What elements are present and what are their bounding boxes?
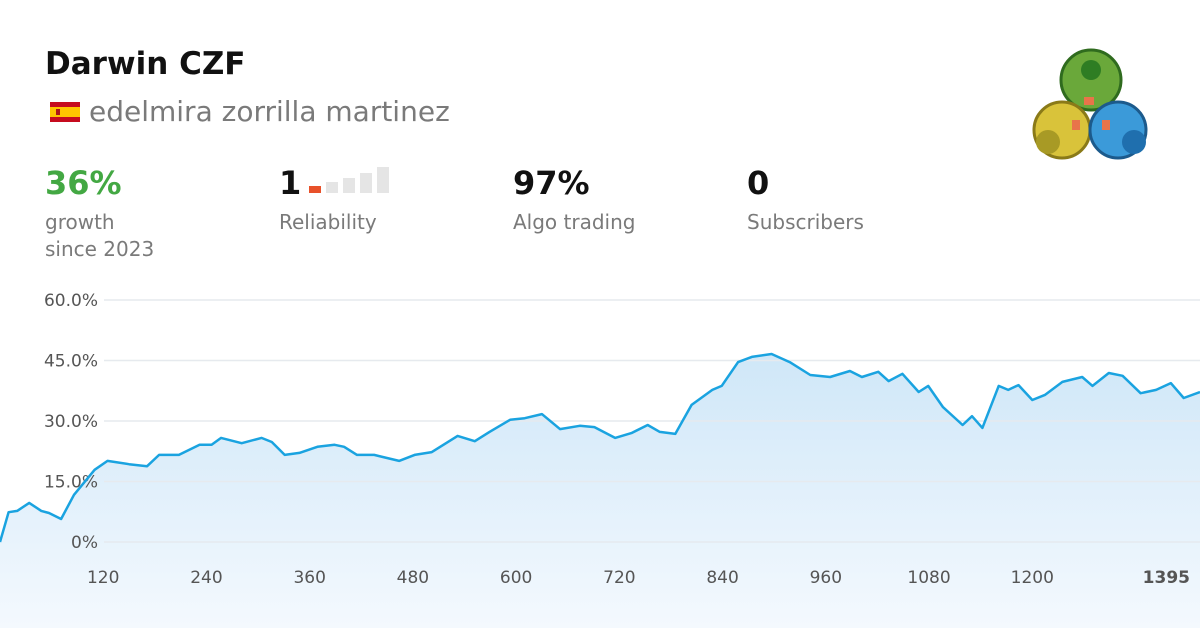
- reliability-bars: [309, 167, 389, 193]
- stat-value: 97%: [513, 164, 590, 202]
- x-tick-label: 120: [87, 568, 119, 588]
- y-tick-label: 60.0%: [44, 291, 98, 311]
- x-tick-label: 840: [706, 568, 738, 588]
- stat-value: 0: [747, 164, 769, 202]
- stat-label: since 2023: [45, 237, 154, 261]
- x-tick-label: 960: [810, 568, 842, 588]
- logo: [1032, 48, 1148, 160]
- stat-label: Reliability: [279, 210, 377, 234]
- x-tick-label: 1395: [1143, 568, 1190, 588]
- line: [0, 352, 1200, 543]
- x-tick-label: 480: [397, 568, 429, 588]
- stat-value: 1: [279, 164, 301, 202]
- y-tick-label: 15.0%: [44, 473, 98, 493]
- stat-value: 36%: [45, 164, 122, 202]
- y-tick-label: 0%: [71, 533, 98, 553]
- x-tick-label: 360: [293, 568, 325, 588]
- stat-label: Algo trading: [513, 210, 635, 234]
- flag: [50, 102, 80, 122]
- title: Darwin CZF: [45, 46, 245, 82]
- x-tick-label: 1200: [1011, 568, 1054, 588]
- x-tick-label: 1080: [907, 568, 950, 588]
- x-tick-label: 720: [603, 568, 635, 588]
- stat-label: growth: [45, 210, 115, 234]
- author: edelmira zorrilla martinez: [89, 95, 450, 128]
- x-tick-label: 240: [190, 568, 222, 588]
- y-tick-label: 45.0%: [44, 352, 98, 372]
- x-tick-label: 600: [500, 568, 532, 588]
- y-tick-label: 30.0%: [44, 412, 98, 432]
- area-fill: [0, 354, 1200, 628]
- stat-label: Subscribers: [747, 210, 864, 234]
